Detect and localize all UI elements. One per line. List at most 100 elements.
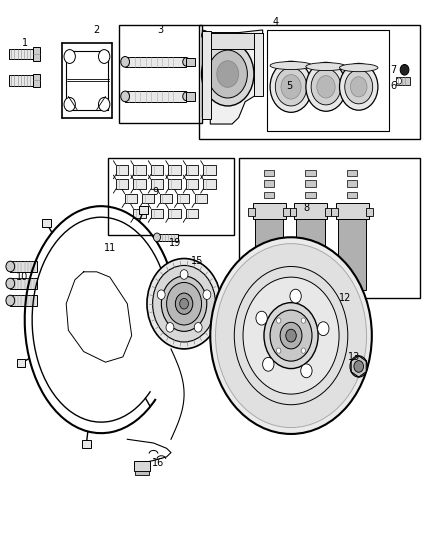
Bar [159, 193, 172, 203]
Bar [264, 180, 275, 187]
Bar [264, 292, 275, 297]
Circle shape [183, 92, 190, 101]
Bar [396, 77, 410, 85]
Circle shape [311, 69, 341, 105]
Circle shape [210, 237, 372, 434]
Circle shape [243, 277, 339, 394]
Text: 19: 19 [169, 238, 181, 247]
Circle shape [175, 293, 193, 314]
Bar [116, 179, 128, 189]
Circle shape [64, 50, 75, 63]
Bar [199, 25, 420, 139]
Bar [11, 278, 37, 289]
Bar [239, 158, 420, 298]
Bar [158, 233, 177, 241]
Circle shape [396, 78, 402, 84]
Circle shape [201, 31, 208, 39]
Bar [108, 158, 234, 235]
Bar [116, 165, 128, 174]
Bar [177, 193, 189, 203]
Circle shape [166, 282, 201, 325]
Circle shape [345, 70, 373, 104]
Circle shape [301, 348, 306, 353]
Circle shape [290, 289, 301, 303]
Bar [134, 208, 146, 218]
Circle shape [264, 303, 318, 368]
Circle shape [270, 61, 312, 112]
Bar [347, 292, 357, 297]
Bar [134, 179, 146, 189]
Circle shape [6, 295, 14, 306]
Text: 13: 13 [348, 352, 360, 362]
Circle shape [400, 64, 409, 75]
Bar [119, 25, 201, 123]
Bar [168, 179, 180, 189]
Bar [264, 282, 275, 288]
Circle shape [280, 322, 302, 349]
Bar [11, 261, 37, 272]
Bar [134, 461, 150, 471]
Circle shape [99, 50, 110, 63]
Text: 16: 16 [152, 458, 164, 468]
Text: 6: 6 [391, 81, 397, 91]
Bar [186, 208, 198, 218]
Bar [203, 179, 215, 189]
Circle shape [256, 311, 267, 325]
Circle shape [350, 356, 367, 377]
Circle shape [180, 270, 188, 279]
Bar [151, 208, 163, 218]
Circle shape [121, 91, 130, 102]
Bar [305, 282, 316, 288]
Bar [254, 33, 263, 96]
Bar [264, 169, 275, 176]
Circle shape [201, 42, 254, 106]
Bar [186, 165, 198, 174]
Circle shape [147, 259, 221, 349]
Circle shape [339, 63, 378, 110]
Bar [305, 169, 316, 176]
Text: 5: 5 [286, 81, 292, 91]
Bar [134, 165, 146, 174]
Circle shape [301, 364, 312, 378]
Ellipse shape [339, 63, 378, 71]
Bar [325, 208, 332, 216]
Circle shape [317, 76, 335, 98]
Bar [366, 208, 373, 216]
Bar [186, 179, 198, 189]
Polygon shape [202, 30, 263, 124]
Bar [42, 219, 51, 227]
Circle shape [281, 75, 301, 99]
Circle shape [204, 109, 209, 116]
Bar [10, 75, 33, 86]
Circle shape [318, 322, 329, 336]
Text: 8: 8 [303, 203, 309, 213]
Circle shape [263, 358, 274, 371]
Circle shape [208, 50, 247, 98]
Text: 15: 15 [191, 256, 203, 266]
Bar [139, 206, 148, 214]
Bar [202, 33, 263, 49]
Circle shape [270, 310, 312, 361]
Circle shape [194, 322, 202, 332]
Circle shape [161, 276, 207, 332]
Bar [347, 180, 357, 187]
Bar [186, 92, 195, 101]
Text: 1: 1 [21, 38, 28, 48]
Bar [267, 30, 389, 131]
Polygon shape [338, 219, 366, 290]
Circle shape [121, 56, 130, 67]
Bar [10, 49, 33, 59]
Bar [168, 165, 180, 174]
Bar [305, 292, 316, 297]
Bar [283, 208, 290, 216]
Bar [142, 193, 154, 203]
Text: 12: 12 [339, 293, 352, 303]
Circle shape [276, 348, 281, 353]
Text: 2: 2 [94, 25, 100, 35]
Text: 11: 11 [104, 243, 116, 253]
Bar [151, 165, 163, 174]
Circle shape [180, 298, 188, 309]
Circle shape [354, 361, 364, 372]
Bar [11, 295, 37, 306]
Polygon shape [255, 219, 283, 290]
